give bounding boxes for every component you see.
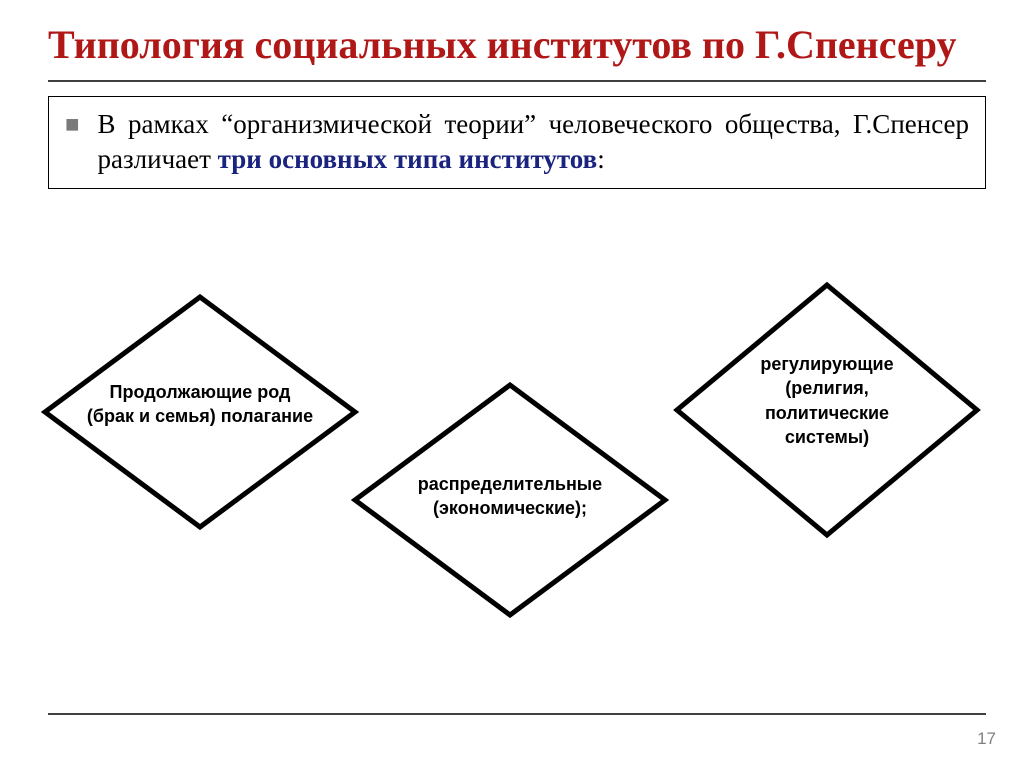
intro-box: ■ В рамках “организмической теории” чело…: [48, 96, 986, 189]
diamond-2-label: распределительные(экономические);: [388, 472, 632, 521]
bullet-icon: ■: [65, 109, 80, 143]
slide-title: Типология социальных институтов по Г.Спе…: [48, 20, 986, 82]
intro-post: :: [597, 144, 605, 174]
slide: Типология социальных институтов по Г.Спе…: [0, 0, 1024, 767]
footer-rule: [48, 713, 986, 715]
diamond-area: Продолжающие род(брак и семья) полагание…: [0, 280, 1024, 660]
intro-text: В рамках “организмической теории” челове…: [98, 107, 970, 176]
page-number: 17: [977, 729, 996, 749]
intro-emph: три основных типа институтов: [218, 144, 598, 174]
diamond-1-label: Продолжающие род(брак и семья) полагание: [70, 380, 330, 429]
diamond-3-label: регулирующие(религия,политическиесистемы…: [726, 352, 928, 449]
